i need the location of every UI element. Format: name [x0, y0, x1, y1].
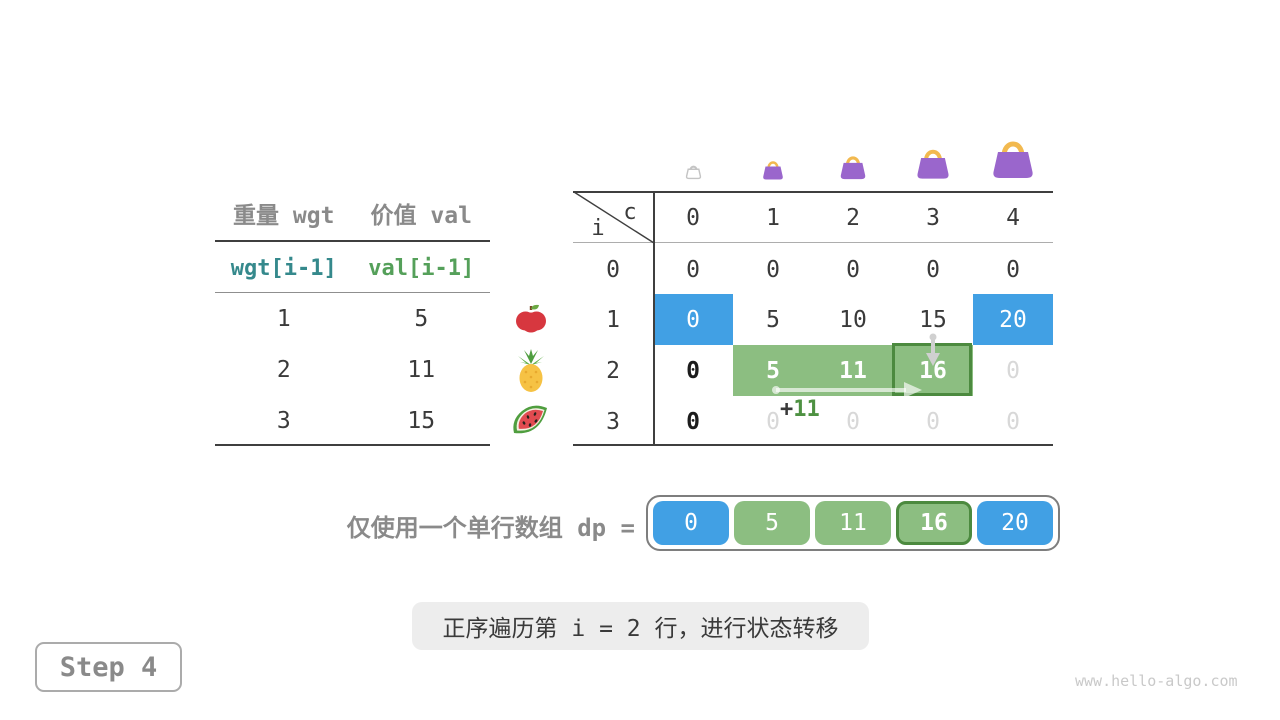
item-table-row: 3 15 [215, 408, 490, 434]
dp-corner-row-var: i [591, 215, 605, 241]
item-val-2: 11 [407, 357, 436, 383]
dp-cell-0-3: 0 [926, 257, 940, 283]
dp-array-cell-2: 11 [815, 501, 891, 545]
step-badge: Step 4 [35, 642, 182, 692]
dp-row-header-2: 2 [606, 358, 620, 384]
bag-large-icon [917, 149, 949, 179]
dp-row-header-0: 0 [606, 257, 620, 283]
dp-cell-3-4: 0 [1006, 409, 1020, 435]
dp-table-line-top [573, 191, 1053, 193]
watermark: www.hello-algo.com [1075, 672, 1238, 690]
dp-array-label: 仅使用一个单行数组 dp = [346, 514, 635, 542]
bag-xlarge-icon [993, 141, 1033, 178]
dp-cell-3-0: 0 [686, 409, 700, 435]
item-table-divider-bottom [215, 444, 490, 446]
dp-array-container: 0 5 11 16 20 [646, 495, 1060, 551]
dp-col-header-2: 2 [846, 205, 860, 231]
item-wgt-1: 1 [276, 306, 291, 332]
apple-icon [516, 304, 546, 333]
item-table-row: 1 5 [215, 306, 490, 332]
item-table-row: 2 11 [215, 357, 490, 383]
item-table-param-wgt: wgt[i-1] [230, 256, 337, 281]
dp-cell-2-1: 5 [766, 358, 780, 384]
item-val-3: 15 [407, 408, 436, 434]
item-table-header-val: 价值 val [370, 203, 472, 229]
dp-table-line-bottom [573, 444, 1053, 446]
dp-cell-2-2: 11 [839, 358, 867, 384]
item-wgt-3: 3 [276, 408, 291, 434]
dp-row-header-1: 1 [606, 307, 620, 333]
item-table-divider-top [215, 240, 490, 242]
dp-row-header-3: 3 [606, 409, 620, 435]
dp-cell-3-2: 0 [846, 409, 860, 435]
dp-col-header-3: 3 [926, 205, 940, 231]
item-val-1: 5 [414, 306, 429, 332]
watermelon-icon [513, 405, 547, 434]
dp-cell-1-1: 5 [766, 307, 780, 333]
item-table-header: 重量 wgt 价值 val [215, 196, 490, 230]
item-table-param-row: wgt[i-1] val[i-1] [215, 256, 490, 281]
dp-cell-2-3: 16 [919, 358, 947, 384]
dp-table-line-vertical [653, 191, 655, 445]
dp-table-line-header [573, 242, 1053, 243]
bag-outline-icon [685, 165, 702, 180]
status-message: 正序遍历第 i = 2 行，进行状态转移 [412, 602, 869, 650]
dp-cell-3-3: 0 [926, 409, 940, 435]
dp-cell-0-0: 0 [686, 257, 700, 283]
annotation-plus: + [780, 397, 794, 422]
dp-cell-0-2: 0 [846, 257, 860, 283]
dp-cell-1-2: 10 [839, 307, 867, 333]
dp-highlight-blue-row1-c0 [654, 294, 733, 345]
transition-annotation: +11 [780, 397, 820, 422]
dp-col-header-0: 0 [686, 205, 700, 231]
dp-col-header-1: 1 [766, 205, 780, 231]
item-table-divider-mid [215, 292, 490, 293]
dp-cell-2-4: 0 [1006, 358, 1020, 384]
dp-cell-2-0: 0 [686, 358, 700, 384]
bag-medium-icon [840, 156, 866, 180]
dp-corner-col-var: c [623, 199, 637, 225]
dp-cell-1-4: 20 [999, 307, 1027, 333]
dp-cell-1-0: 0 [686, 307, 700, 333]
dp-col-header-4: 4 [1006, 205, 1020, 231]
dp-array-cell-1: 5 [734, 501, 810, 545]
annotation-value: 11 [793, 397, 820, 422]
dp-cell-1-3: 15 [919, 307, 947, 333]
dp-cell-0-4: 0 [1006, 257, 1020, 283]
dp-array-cell-0: 0 [653, 501, 729, 545]
item-table-param-val: val[i-1] [368, 256, 475, 281]
item-table-header-wgt: 重量 wgt [233, 203, 335, 229]
bag-small-icon [763, 161, 783, 180]
pineapple-icon [518, 349, 544, 392]
dp-array-cell-3: 16 [896, 501, 972, 545]
item-wgt-2: 2 [276, 357, 291, 383]
dp-cell-0-1: 0 [766, 257, 780, 283]
dp-array-cell-4: 20 [977, 501, 1053, 545]
dp-cell-3-1: 0 [766, 409, 780, 435]
dp-highlight-blue-row1-c4 [973, 294, 1053, 345]
